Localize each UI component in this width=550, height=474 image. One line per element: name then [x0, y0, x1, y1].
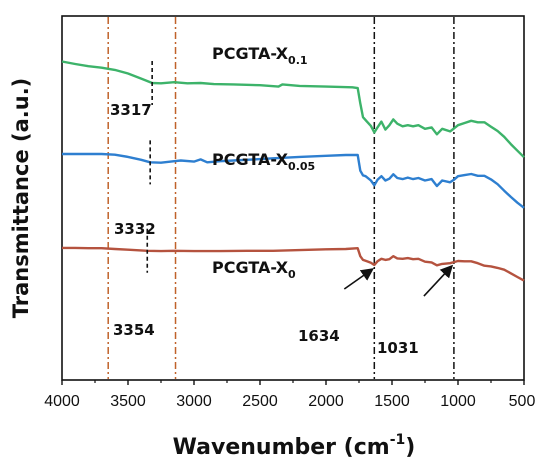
x-tick-label: 3000: [176, 393, 212, 410]
x-tick-label: 500: [509, 393, 536, 410]
series-line-0: [61, 60, 525, 159]
x-tick-label: 2500: [242, 393, 278, 410]
reference-lines: [107, 17, 455, 379]
peak-label-3354: 3354: [113, 321, 155, 339]
series-line-1: [62, 152, 525, 209]
x-tick-label: 4000: [44, 393, 80, 410]
peak-label-1031: 1031: [377, 339, 419, 357]
series-line-2: [62, 246, 525, 282]
x-tick-label: 3500: [110, 393, 146, 410]
series-label-0: PCGTA-X0.1: [212, 44, 308, 67]
peak-annotations: [146, 60, 454, 297]
peak-label-3317: 3317: [110, 101, 152, 119]
x-tick-label: 1000: [440, 393, 476, 410]
x-tick-label: 1500: [374, 393, 410, 410]
peak-label-1634: 1634: [298, 327, 340, 345]
x-axis-title: Wavenumber (cm-1): [173, 432, 416, 460]
x-tick-label: 2000: [308, 393, 344, 410]
series-lines: [61, 60, 525, 282]
peak-label-3332: 3332: [114, 220, 156, 238]
y-axis-title: Transmittance (a.u.): [9, 78, 33, 319]
series-label-2: PCGTA-X0: [212, 258, 296, 281]
x-axis-ticks: 4000 3500 3000 2500 2000 1500 1000 500: [44, 380, 535, 410]
peak-arrow-1634: [343, 268, 374, 290]
peak-arrow-1031: [423, 264, 454, 297]
series-label-1: PCGTA-X0.05: [212, 150, 315, 173]
